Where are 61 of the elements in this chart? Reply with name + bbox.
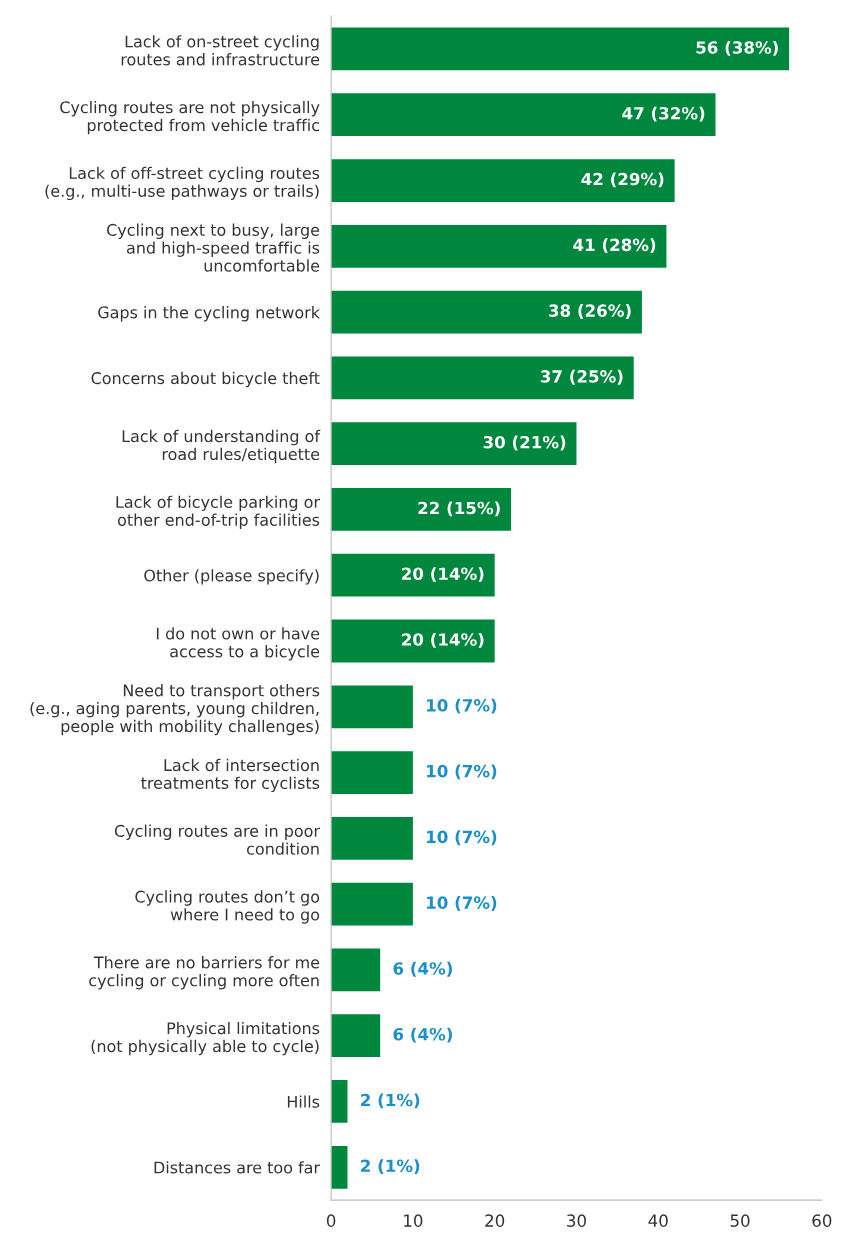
data-label: 10 (7%) [427,698,497,714]
bar [331,1014,381,1058]
y-tick-label: Lack of understanding of road rules/etiquette [122,429,321,464]
y-tick-label: Distances are too far [154,1161,320,1174]
data-label: 42 (29%) [581,172,664,188]
data-label: 10 (7%) [427,764,497,780]
bar [331,27,790,71]
y-tick-label: Gaps in the cycling network [98,306,320,322]
y-tick-label: There are no barriers for me cycling or cycling more often [89,956,320,990]
data-label: 41 (28%) [573,238,656,254]
data-label: 10 (7%) [427,830,497,846]
x-tick-label: 50 [730,1214,750,1227]
y-tick-label: Lack of intersection treatments for cyclists [141,758,320,793]
bar [331,290,642,334]
bar [331,1145,348,1189]
bar [331,224,667,268]
data-label: 6 (4%) [393,961,452,977]
data-label: 38 (26%) [549,304,631,319]
data-label: 20 (14%) [402,632,484,648]
data-label: 37 (25%) [540,369,623,385]
x-tick-label: 60 [812,1214,832,1227]
x-tick-label: 10 [404,1214,423,1227]
y-tick-label: Physical limitations (not physically able to cycle) [91,1021,320,1056]
x-tick-label: 40 [648,1214,668,1227]
y-tick-label: Lack of off-street cycling routes (e.g., multi-use pathways or trails) [45,166,320,201]
bar [331,488,512,531]
data-label: 47 (32%) [622,106,705,122]
y-tick-label: Lack of on-street cycling routes and infrastructure [121,35,320,66]
data-label: 2 (1%) [361,1159,420,1175]
y-tick-label: Cycling routes don’t go where I need to go [135,890,320,924]
x-tick-label: 0 [326,1214,336,1227]
y-tick-label: Cycling next to busy, large and high-speed traffic is uncomfortable [107,223,320,272]
bar [331,553,495,597]
y-tick-label: Concerns about bicycle theft [91,371,320,388]
bar [331,619,495,663]
y-tick-label: Hills [287,1095,320,1108]
x-tick-label: 20 [485,1214,505,1227]
y-tick-label: Lack of bicycle parking or other end-of-trip facilities [116,495,320,529]
bar [331,93,716,137]
bar [331,159,675,202]
data-label: 56 (38%) [696,40,778,56]
bar [331,356,634,400]
bar [331,751,413,794]
y-tick-label: Cycling routes are in poor condition [114,824,320,855]
x-tick-label: 30 [567,1214,586,1227]
data-label: 6 (4%) [393,1027,452,1043]
data-label: 30 (21%) [483,435,566,451]
data-label: 2 (1%) [361,1093,420,1109]
bar [331,1080,348,1123]
bar [331,685,413,729]
data-label: 10 (7%) [427,896,497,911]
bar [331,422,577,466]
y-tick-label: Need to transport others (e.g., aging parents, young children, people with mobility challenges) [30,684,320,736]
data-label: 20 (14%) [402,567,484,583]
data-label: 22 (15%) [418,501,500,517]
y-tick-label: Cycling routes are not physically protected from vehicle traffic [60,100,320,135]
bar [331,816,413,860]
bar [331,882,413,926]
bar [331,948,381,992]
y-tick-label: Other (please specify) [144,569,319,585]
y-tick-label: I do not own or have access to a bicycle [156,627,320,661]
